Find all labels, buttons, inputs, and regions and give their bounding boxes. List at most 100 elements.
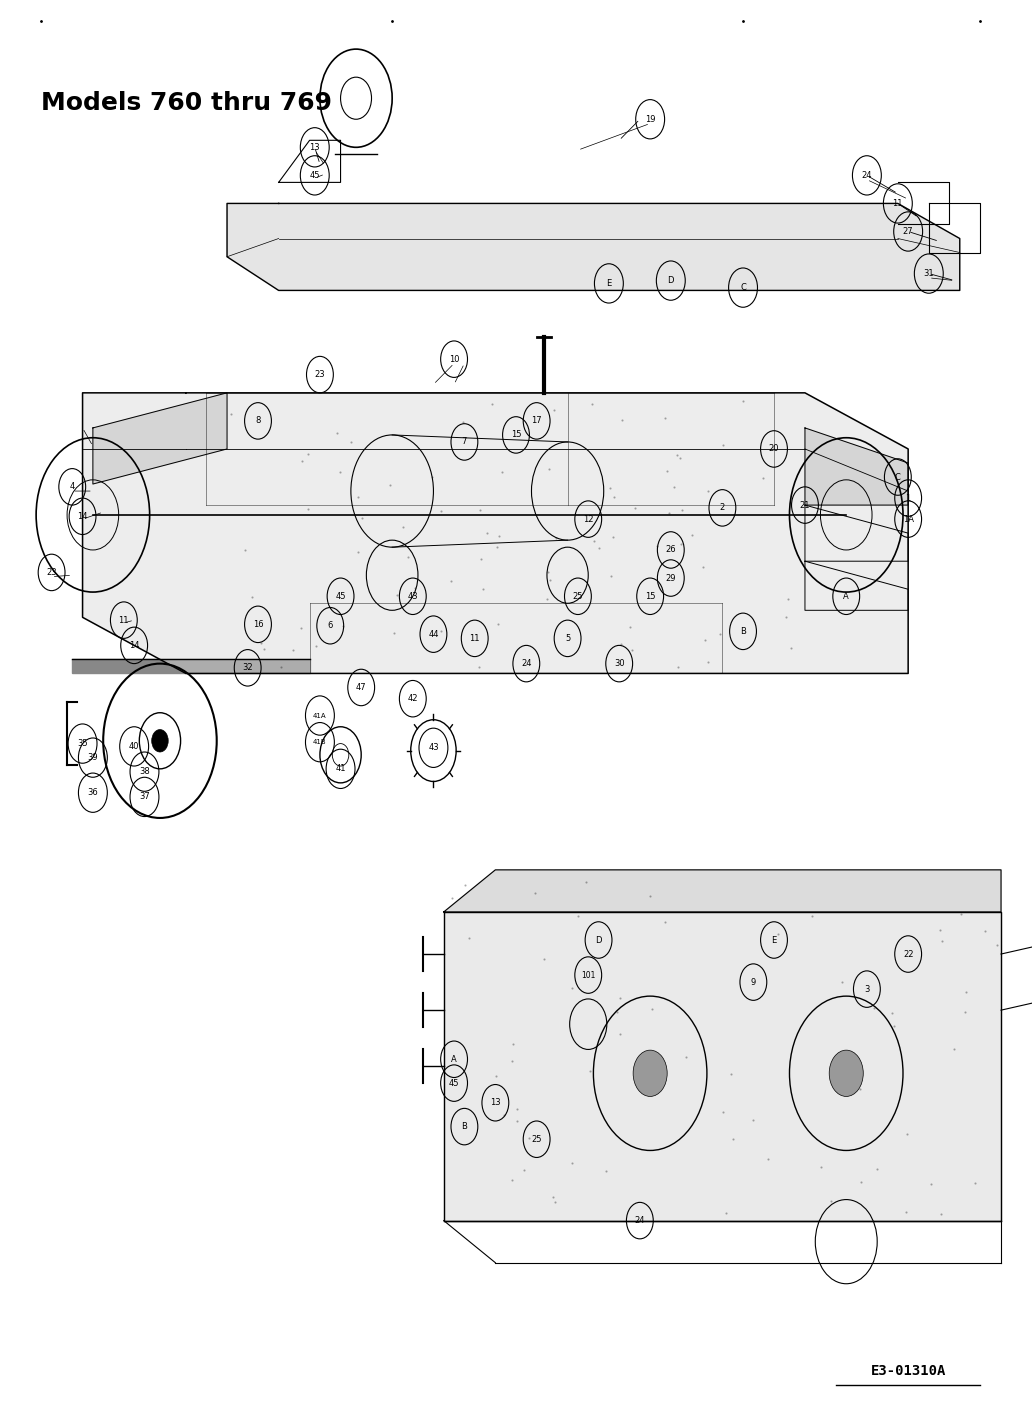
Polygon shape — [227, 203, 960, 290]
Point — [343, 431, 359, 453]
Point — [715, 434, 732, 456]
Text: 6: 6 — [327, 622, 333, 630]
Point — [578, 870, 594, 892]
Text: 3: 3 — [864, 985, 870, 993]
Text: 44: 44 — [428, 630, 439, 638]
Point — [495, 1104, 512, 1127]
Text: 14: 14 — [129, 641, 139, 650]
Text: 16: 16 — [253, 620, 263, 629]
Point — [473, 549, 489, 571]
Text: 14: 14 — [77, 512, 88, 521]
Point — [673, 533, 689, 556]
Point — [308, 636, 324, 658]
Text: 27: 27 — [903, 227, 913, 236]
Text: 21: 21 — [800, 501, 810, 509]
Point — [642, 885, 658, 908]
Point — [475, 578, 491, 600]
Point — [424, 466, 441, 488]
Text: 13: 13 — [490, 1099, 501, 1107]
Point — [672, 446, 688, 469]
Point — [585, 529, 602, 551]
Text: 23: 23 — [315, 370, 325, 379]
Point — [932, 919, 948, 941]
Point — [670, 655, 686, 678]
Text: 24: 24 — [521, 659, 531, 668]
Polygon shape — [444, 870, 1001, 912]
Point — [722, 1062, 739, 1085]
Point — [770, 923, 786, 946]
Text: 29: 29 — [666, 574, 676, 582]
Text: E3-01310A: E3-01310A — [870, 1364, 946, 1378]
Text: 25: 25 — [531, 1135, 542, 1143]
Point — [899, 1122, 915, 1145]
Point — [866, 996, 882, 1019]
Point — [697, 629, 713, 651]
Text: 41B: 41B — [313, 739, 327, 745]
Point — [256, 637, 272, 659]
Text: 2: 2 — [719, 504, 725, 512]
Text: 5: 5 — [565, 634, 571, 643]
Point — [804, 905, 820, 927]
Point — [614, 408, 631, 431]
Point — [584, 393, 601, 415]
Text: 38: 38 — [139, 767, 150, 776]
Point — [350, 542, 366, 564]
Point — [813, 1156, 830, 1179]
Point — [547, 528, 563, 550]
Point — [294, 449, 311, 471]
Circle shape — [152, 730, 168, 752]
Point — [717, 1202, 734, 1225]
Text: 47: 47 — [356, 683, 366, 692]
Point — [782, 637, 799, 659]
Text: B: B — [461, 1122, 467, 1131]
Text: 45: 45 — [335, 592, 346, 600]
Point — [245, 586, 261, 609]
Point — [657, 407, 674, 429]
Point — [933, 1204, 949, 1226]
Point — [444, 887, 460, 909]
Point — [491, 525, 508, 547]
Text: 25: 25 — [573, 592, 583, 600]
Point — [490, 613, 507, 636]
Point — [536, 947, 552, 969]
Point — [644, 998, 660, 1020]
Point — [328, 422, 345, 445]
Text: E: E — [771, 936, 777, 944]
Text: 24: 24 — [862, 171, 872, 180]
Circle shape — [829, 1049, 863, 1097]
Point — [834, 971, 850, 993]
Point — [472, 498, 488, 521]
Text: 40: 40 — [129, 742, 139, 751]
Text: 11: 11 — [119, 616, 129, 624]
Point — [714, 1100, 731, 1122]
Point — [977, 920, 994, 943]
Text: 22: 22 — [903, 950, 913, 958]
Point — [609, 1000, 625, 1023]
Text: 24: 24 — [635, 1216, 645, 1225]
Text: 9: 9 — [750, 978, 756, 986]
Point — [488, 536, 505, 558]
Text: 11: 11 — [893, 199, 903, 208]
Point — [488, 1065, 505, 1087]
Point — [273, 655, 290, 678]
Point — [712, 623, 729, 645]
Text: 19: 19 — [645, 115, 655, 123]
Text: 36: 36 — [88, 788, 98, 797]
Point — [606, 487, 622, 509]
Text: 20: 20 — [769, 445, 779, 453]
Point — [505, 1033, 521, 1055]
Point — [484, 393, 501, 415]
Point — [456, 874, 473, 897]
Point — [545, 1186, 561, 1208]
Point — [504, 1051, 520, 1073]
Polygon shape — [444, 912, 1001, 1221]
Point — [700, 651, 716, 673]
Point — [780, 588, 797, 610]
Point — [432, 499, 449, 522]
Text: A: A — [451, 1055, 457, 1063]
Text: 15: 15 — [511, 431, 521, 439]
Point — [509, 1099, 525, 1121]
Text: C: C — [740, 283, 746, 292]
Point — [898, 1201, 914, 1223]
Point — [666, 476, 682, 498]
